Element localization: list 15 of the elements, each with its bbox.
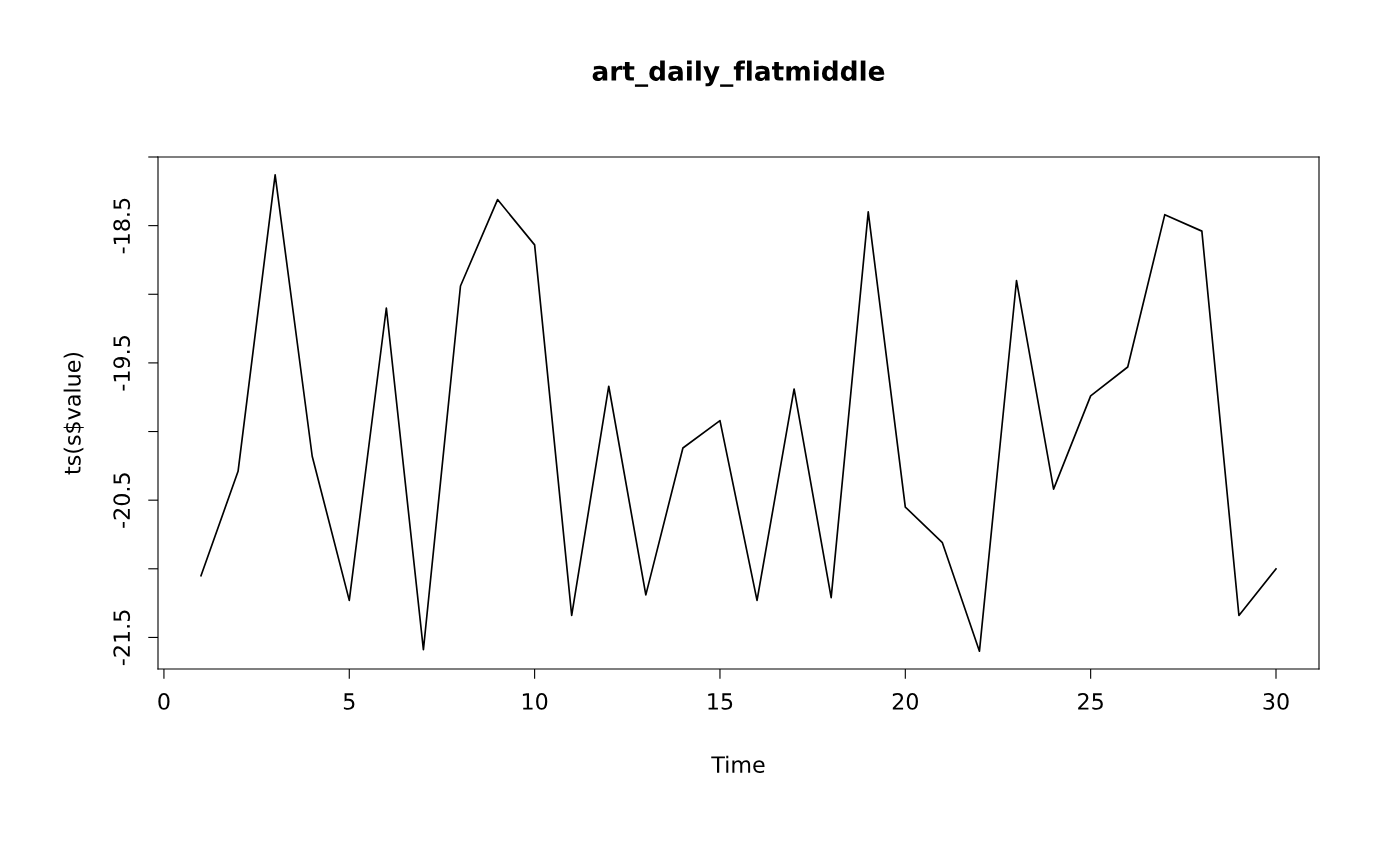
y-tick-label: -21.5 [113, 610, 131, 666]
x-tick-label: 10 [522, 693, 548, 710]
x-axis-title: Time [711, 755, 765, 773]
x-tick-label: 5 [343, 693, 355, 710]
line-series [200, 174, 1277, 652]
x-tick-label: 20 [892, 693, 918, 710]
x-tick-label: 15 [708, 693, 733, 710]
y-tick-label: -19.5 [113, 336, 131, 391]
chart-title: art_daily_flatmiddle [592, 60, 885, 87]
y-axis-title: ts(s$value) [63, 352, 84, 475]
y-tick-label: -18.5 [113, 198, 131, 254]
x-tick-label: 25 [1078, 693, 1103, 710]
x-tick-label: 0 [158, 693, 170, 710]
x-tick-label: 30 [1263, 693, 1289, 710]
y-tick-label: -20.5 [113, 473, 131, 528]
